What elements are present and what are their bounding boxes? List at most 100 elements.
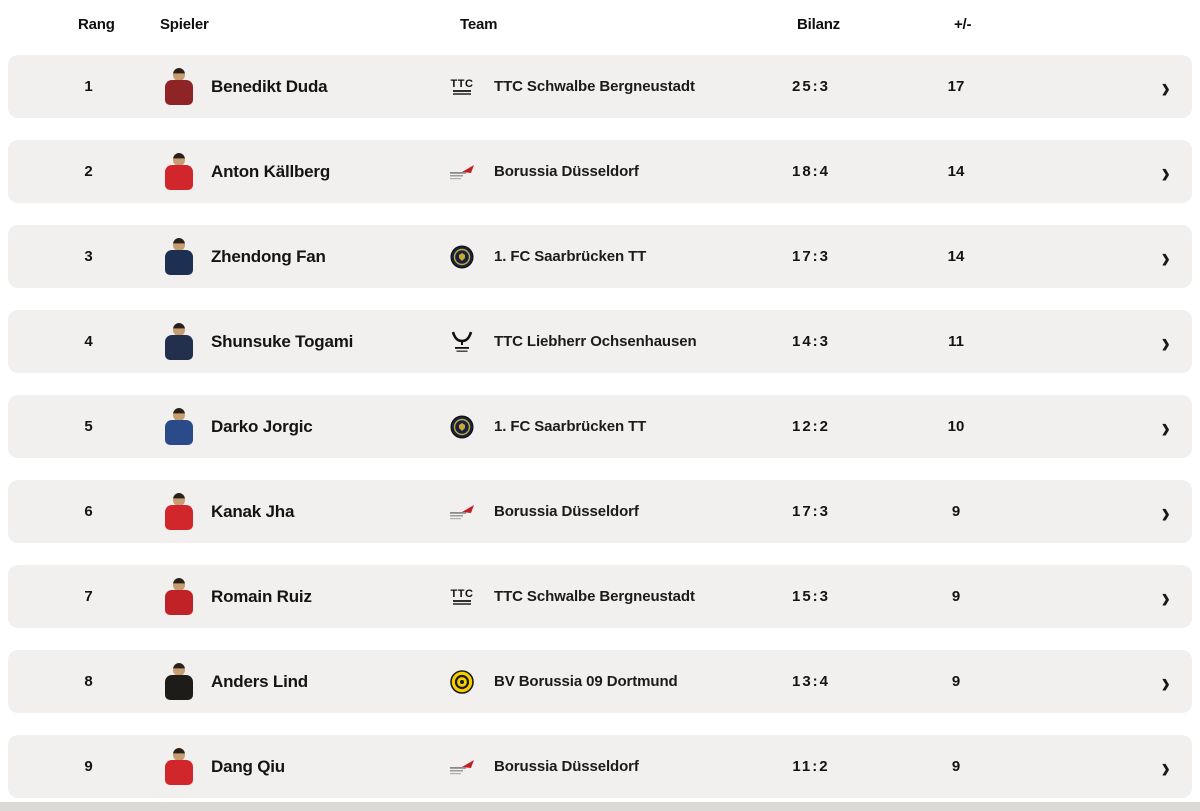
bottom-divider bbox=[0, 802, 1200, 811]
plusminus-cell: 9 bbox=[951, 673, 961, 690]
plusminus-cell: 10 bbox=[947, 418, 965, 435]
player-avatar bbox=[164, 68, 194, 105]
team-name: Borussia Düsseldorf bbox=[494, 758, 639, 775]
record-cell: 17:3 bbox=[791, 503, 831, 520]
ranking-table: 1 Benedikt Duda TTC TTC Schwalbe Bergneu… bbox=[0, 55, 1200, 798]
column-header-player: Spieler bbox=[160, 16, 209, 33]
ttc-ochsenhausen-logo bbox=[438, 330, 486, 353]
player-avatar bbox=[164, 153, 194, 190]
avatar-jersey bbox=[165, 675, 193, 700]
player-avatar bbox=[164, 663, 194, 700]
player-avatar bbox=[164, 748, 194, 785]
team-name: 1. FC Saarbrücken TT bbox=[494, 418, 647, 435]
rank-cell: 6 bbox=[84, 503, 93, 520]
chevron-right-icon[interactable]: › bbox=[1161, 239, 1170, 274]
record-cell: 17:3 bbox=[791, 248, 831, 265]
fc-saarbruecken-logo bbox=[438, 415, 486, 439]
record-cell: 25:3 bbox=[791, 78, 831, 95]
avatar-jersey bbox=[165, 335, 193, 360]
team-name: Borussia Düsseldorf bbox=[494, 503, 639, 520]
column-header-rank: Rang bbox=[78, 16, 115, 33]
avatar-jersey bbox=[165, 165, 193, 190]
column-header-record: Bilanz bbox=[797, 16, 840, 33]
avatar-head bbox=[173, 323, 185, 336]
plusminus-cell: 14 bbox=[947, 163, 965, 180]
plusminus-cell: 17 bbox=[947, 78, 965, 95]
plusminus-cell: 9 bbox=[951, 758, 961, 775]
table-row[interactable]: 7 Romain Ruiz TTC TTC Schwalbe Bergneust… bbox=[8, 565, 1192, 628]
avatar-jersey bbox=[165, 760, 193, 785]
rank-cell: 7 bbox=[84, 588, 93, 605]
ttc-schwalbe-bergneustadt-logo: TTC bbox=[438, 78, 486, 95]
chevron-right-icon[interactable]: › bbox=[1161, 324, 1170, 359]
avatar-jersey bbox=[165, 590, 193, 615]
avatar-head bbox=[173, 68, 185, 81]
player-avatar bbox=[164, 238, 194, 275]
record-cell: 13:4 bbox=[791, 673, 831, 690]
table-row[interactable]: 5 Darko Jorgic 1. FC Saarbrücken TT 12:2… bbox=[8, 395, 1192, 458]
table-row[interactable]: 4 Shunsuke Togami TTC Liebherr Ochsenhau… bbox=[8, 310, 1192, 373]
record-cell: 14:3 bbox=[791, 333, 831, 350]
table-row[interactable]: 8 Anders Lind BV Borussia 09 Dortmund 13… bbox=[8, 650, 1192, 713]
player-name: Zhendong Fan bbox=[211, 246, 326, 266]
chevron-right-icon[interactable]: › bbox=[1161, 664, 1170, 699]
rank-cell: 4 bbox=[84, 333, 93, 350]
team-name: TTC Schwalbe Bergneustadt bbox=[494, 588, 695, 605]
team-name: TTC Schwalbe Bergneustadt bbox=[494, 78, 695, 95]
player-avatar bbox=[164, 493, 194, 530]
chevron-right-icon[interactable]: › bbox=[1161, 749, 1170, 784]
avatar-jersey bbox=[165, 505, 193, 530]
avatar-head bbox=[173, 408, 185, 421]
chevron-right-icon[interactable]: › bbox=[1161, 409, 1170, 444]
player-name: Benedikt Duda bbox=[211, 76, 328, 96]
column-header-team: Team bbox=[460, 16, 498, 33]
team-name: BV Borussia 09 Dortmund bbox=[494, 673, 678, 690]
record-cell: 12:2 bbox=[791, 418, 831, 435]
table-row[interactable]: 9 Dang Qiu Borussia Düsseldorf 11:2 9 › bbox=[8, 735, 1192, 798]
avatar-head bbox=[173, 748, 185, 761]
avatar-head bbox=[173, 238, 185, 251]
fc-saarbruecken-logo bbox=[438, 245, 486, 269]
chevron-right-icon[interactable]: › bbox=[1161, 69, 1170, 104]
team-name: TTC Liebherr Ochsenhausen bbox=[494, 333, 697, 350]
record-cell: 11:2 bbox=[792, 758, 830, 775]
rank-cell: 1 bbox=[84, 78, 93, 95]
chevron-right-icon[interactable]: › bbox=[1161, 494, 1170, 529]
borussia-dortmund-logo bbox=[438, 669, 486, 694]
plusminus-cell: 14 bbox=[947, 248, 965, 265]
chevron-right-icon[interactable]: › bbox=[1161, 579, 1170, 614]
player-name: Kanak Jha bbox=[211, 501, 295, 521]
player-name: Dang Qiu bbox=[211, 756, 285, 776]
table-row[interactable]: 3 Zhendong Fan 1. FC Saarbrücken TT 17:3… bbox=[8, 225, 1192, 288]
avatar-head bbox=[173, 153, 185, 166]
column-header-plusminus: +/- bbox=[954, 16, 972, 33]
player-name: Shunsuke Togami bbox=[211, 331, 354, 351]
borussia-duesseldorf-logo bbox=[438, 503, 486, 521]
player-name: Darko Jorgic bbox=[211, 416, 313, 436]
player-avatar bbox=[164, 578, 194, 615]
record-cell: 15:3 bbox=[791, 588, 831, 605]
avatar-jersey bbox=[165, 250, 193, 275]
borussia-duesseldorf-logo bbox=[438, 758, 486, 776]
borussia-duesseldorf-logo bbox=[438, 163, 486, 181]
player-name: Anders Lind bbox=[211, 671, 308, 691]
plusminus-cell: 11 bbox=[948, 333, 964, 350]
avatar-head bbox=[173, 493, 185, 506]
avatar-head bbox=[173, 578, 185, 591]
rank-cell: 8 bbox=[84, 673, 93, 690]
player-avatar bbox=[164, 408, 194, 445]
table-row[interactable]: 6 Kanak Jha Borussia Düsseldorf 17:3 9 › bbox=[8, 480, 1192, 543]
rank-cell: 9 bbox=[84, 758, 93, 775]
avatar-jersey bbox=[165, 80, 193, 105]
player-avatar bbox=[164, 323, 194, 360]
table-row[interactable]: 1 Benedikt Duda TTC TTC Schwalbe Bergneu… bbox=[8, 55, 1192, 118]
player-name: Anton Källberg bbox=[211, 161, 331, 181]
player-name: Romain Ruiz bbox=[211, 586, 312, 606]
ttc-schwalbe-bergneustadt-logo: TTC bbox=[438, 588, 486, 605]
table-row[interactable]: 2 Anton Källberg Borussia Düsseldorf 18:… bbox=[8, 140, 1192, 203]
avatar-head bbox=[173, 663, 185, 676]
plusminus-cell: 9 bbox=[951, 503, 961, 520]
chevron-right-icon[interactable]: › bbox=[1161, 154, 1170, 189]
avatar-jersey bbox=[165, 420, 193, 445]
rank-cell: 5 bbox=[84, 418, 93, 435]
